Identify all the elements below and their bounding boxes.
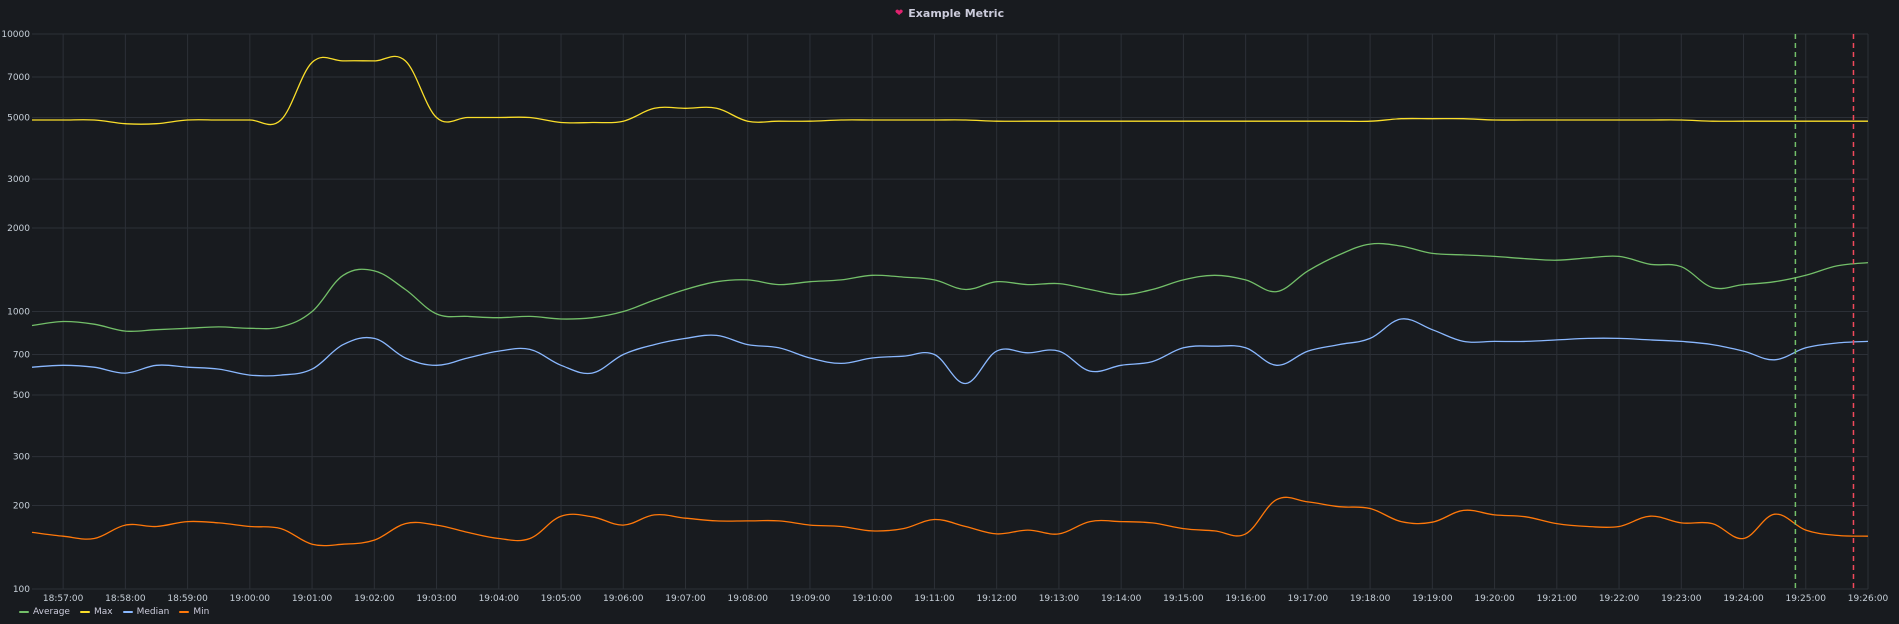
x-tick-label: 19:24:00 bbox=[1723, 594, 1764, 604]
x-tick-label: 19:13:00 bbox=[1039, 594, 1080, 604]
x-tick-label: 18:58:00 bbox=[105, 594, 146, 604]
legend-swatch bbox=[122, 611, 133, 613]
y-tick-label: 1000 bbox=[7, 308, 30, 318]
x-tick-label: 19:02:00 bbox=[354, 594, 395, 604]
legend-swatch bbox=[179, 611, 190, 613]
y-tick-label: 5000 bbox=[7, 114, 30, 124]
legend-item-min[interactable]: Min bbox=[179, 607, 209, 617]
legend-label: Median bbox=[136, 607, 170, 617]
y-tick-label: 3000 bbox=[7, 175, 30, 185]
legend-swatch bbox=[19, 611, 29, 613]
x-tick-label: 19:06:00 bbox=[603, 594, 644, 604]
x-tick-label: 19:23:00 bbox=[1661, 594, 1702, 604]
x-tick-label: 19:05:00 bbox=[541, 594, 582, 604]
x-tick-label: 19:20:00 bbox=[1474, 594, 1515, 604]
x-tick-label: 19:14:00 bbox=[1101, 594, 1142, 604]
legend-label: Average bbox=[33, 607, 70, 617]
x-tick-label: 19:12:00 bbox=[976, 594, 1017, 604]
legend-item-average[interactable]: Average bbox=[19, 607, 70, 617]
panel-header[interactable]: ❤ Example Metric bbox=[0, 0, 1899, 26]
y-tick-label: 200 bbox=[13, 501, 30, 511]
x-tick-label: 19:10:00 bbox=[852, 594, 893, 604]
x-tick-label: 19:03:00 bbox=[416, 594, 457, 604]
y-tick-label: 2000 bbox=[7, 224, 30, 234]
x-tick-label: 19:08:00 bbox=[728, 594, 769, 604]
x-tick-label: 19:00:00 bbox=[230, 594, 271, 604]
y-tick-label: 7000 bbox=[7, 73, 30, 83]
legend-label: Max bbox=[93, 607, 113, 617]
series-line-max[interactable] bbox=[32, 55, 1868, 126]
x-tick-label: 18:59:00 bbox=[167, 594, 208, 604]
chart-legend: Average Max Median Min bbox=[19, 605, 219, 619]
legend-item-max[interactable]: Max bbox=[79, 607, 113, 617]
x-tick-label: 19:25:00 bbox=[1786, 594, 1827, 604]
x-tick-label: 18:57:00 bbox=[43, 594, 84, 604]
x-tick-label: 19:11:00 bbox=[914, 594, 955, 604]
x-tick-label: 19:17:00 bbox=[1288, 594, 1329, 604]
legend-swatch bbox=[79, 611, 90, 613]
y-tick-label: 10000 bbox=[1, 30, 30, 40]
x-tick-label: 19:16:00 bbox=[1225, 594, 1266, 604]
y-tick-label: 100 bbox=[13, 585, 30, 595]
y-tick-label: 500 bbox=[13, 391, 30, 401]
x-tick-label: 19:26:00 bbox=[1848, 594, 1889, 604]
y-tick-label: 300 bbox=[13, 453, 30, 463]
heart-icon: ❤ bbox=[894, 7, 904, 19]
x-tick-label: 19:04:00 bbox=[479, 594, 520, 604]
panel-title: Example Metric bbox=[908, 6, 1005, 20]
x-tick-label: 19:21:00 bbox=[1537, 594, 1578, 604]
series-line-average[interactable] bbox=[31, 242, 1869, 333]
y-tick-label: 700 bbox=[13, 350, 30, 360]
series-line-min[interactable] bbox=[31, 496, 1869, 547]
x-tick-label: 19:18:00 bbox=[1350, 594, 1391, 604]
x-tick-label: 19:15:00 bbox=[1163, 594, 1204, 604]
x-tick-label: 19:19:00 bbox=[1412, 594, 1453, 604]
legend-item-median[interactable]: Median bbox=[122, 607, 170, 617]
legend-label: Min bbox=[193, 607, 210, 617]
x-tick-label: 19:22:00 bbox=[1599, 594, 1640, 604]
x-tick-label: 19:07:00 bbox=[665, 594, 706, 604]
x-tick-label: 19:01:00 bbox=[292, 594, 333, 604]
series-line-median[interactable] bbox=[31, 318, 1869, 385]
x-tick-label: 19:09:00 bbox=[790, 594, 831, 604]
